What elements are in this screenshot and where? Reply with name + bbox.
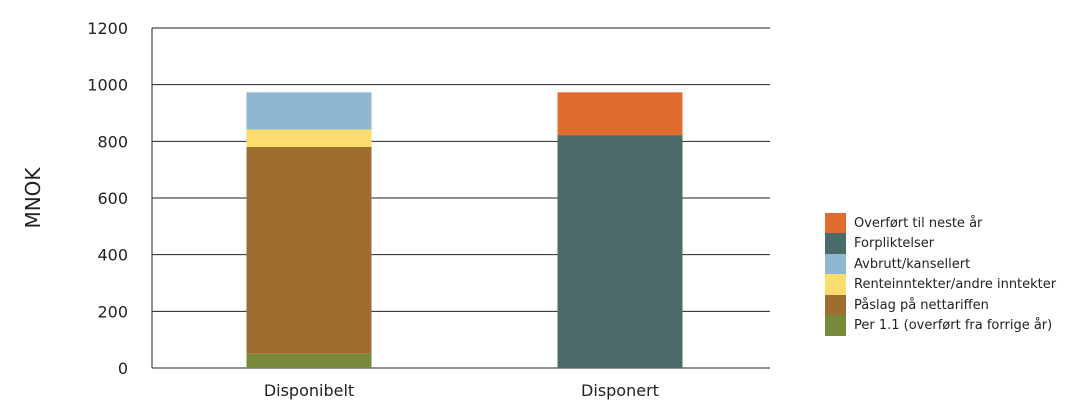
bar-segment [246, 353, 372, 368]
bar-segment [557, 135, 683, 368]
x-categories: Disponibelt Disponert [264, 381, 659, 400]
y-tick-label: 200 [97, 302, 128, 321]
legend-swatch [825, 294, 846, 316]
x-category-label: Disponibelt [264, 381, 354, 400]
bar-segment [246, 129, 372, 147]
legend-item: Avbrutt/kansellert [825, 253, 1056, 275]
y-tick-label: 1000 [87, 76, 128, 95]
legend-swatch [825, 233, 846, 255]
y-ticks: 0 200 400 600 800 1000 1200 [87, 19, 128, 378]
y-tick-label: 600 [97, 189, 128, 208]
y-tick-label: 1200 [87, 19, 128, 38]
legend-label: Forpliktelser [854, 236, 935, 252]
legend-label: Påslag på nettariffen [854, 297, 989, 313]
legend-swatch [825, 253, 846, 275]
legend-swatch [825, 212, 846, 234]
legend-item: Renteinntekter/andre inntekter [825, 274, 1057, 296]
legend-item: Per 1.1 (overført fra forrige år) [825, 315, 1056, 337]
bar-segment [246, 92, 372, 130]
y-axis-label: MNOK [21, 167, 45, 229]
legend-item: Påslag på nettariffen [825, 294, 1056, 316]
bar-segment [246, 147, 372, 354]
legend-label: Per 1.1 (overført fra forrige år) [854, 318, 1053, 334]
legend: Overført til neste år Forpliktelser Avbrut… [825, 212, 1057, 337]
bars [246, 92, 683, 368]
legend-label: Renteinntekter/andre inntekter [854, 277, 1057, 293]
legend-label: Avbrutt/kansellert [854, 256, 971, 272]
x-category-label: Disponert [581, 381, 659, 400]
legend-swatch [825, 274, 846, 296]
y-tick-label: 800 [97, 132, 128, 151]
legend-item: Overført til neste år [825, 212, 1056, 234]
legend-swatch [825, 315, 846, 337]
legend-item: Forpliktelser [825, 233, 1056, 255]
legend-label: Overført til neste år [854, 215, 983, 231]
y-tick-label: 0 [118, 359, 128, 378]
y-tick-label: 400 [97, 246, 128, 265]
bar-segment [557, 92, 683, 136]
